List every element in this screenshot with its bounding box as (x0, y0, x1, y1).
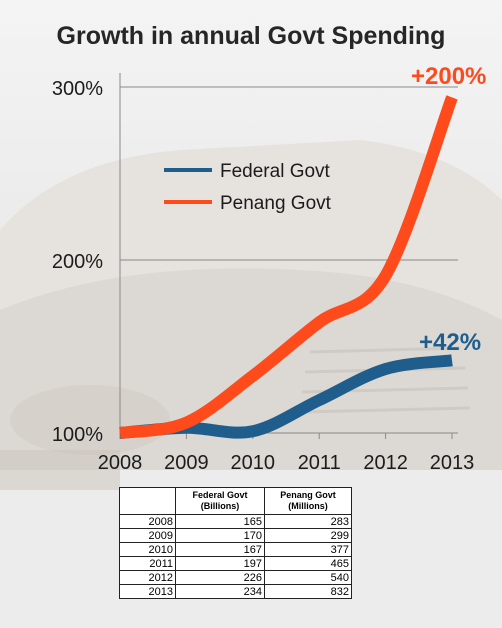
table-cell-year: 2009 (119, 528, 176, 543)
x-tick-label: 2010 (231, 452, 276, 474)
table-cell-penang: 299 (264, 528, 352, 543)
table-cell-federal: 165 (175, 514, 265, 529)
table-row: 2008 165 283 (119, 514, 352, 529)
grid-lines (120, 86, 458, 434)
x-tick-label: 2011 (298, 452, 341, 474)
table-cell-year: 2011 (119, 556, 176, 571)
end-label-federal: +42% (419, 329, 481, 356)
table-cell-penang: 465 (264, 556, 352, 571)
y-tick-label: 200% (52, 251, 103, 273)
table-cell-federal: 167 (175, 542, 265, 557)
end-label-penang: +200% (411, 63, 486, 90)
chart-title: Growth in annual Govt Spending (56, 22, 446, 50)
table-header-row: Federal Govt (Billions) Penang Govt (Milli… (119, 487, 352, 515)
table-cell-federal: 197 (175, 556, 265, 571)
table-cell-year: 2013 (119, 584, 176, 599)
table-row: 2012 226 540 (119, 570, 352, 585)
table-cell-year: 2008 (119, 514, 176, 529)
x-tick-label: 2008 (98, 452, 143, 474)
table-cell-federal: 226 (175, 570, 265, 585)
legend: Federal Govt Penang Govt (164, 161, 332, 214)
table-body: 2008 165 283 2009 170 299 2010 167 377 2011 197 465… (119, 514, 352, 599)
table-header-year (119, 487, 176, 515)
table-row: 2010 167 377 (119, 542, 352, 557)
table-cell-federal: 170 (175, 528, 265, 543)
data-table: Federal Govt (Billions) Penang Govt (Milli… (119, 487, 352, 599)
table-header-penang: Penang Govt (Millions) (264, 487, 352, 515)
y-tick-label: 300% (52, 78, 103, 100)
table-row: 2011 197 465 (119, 556, 352, 571)
table-cell-penang: 832 (264, 584, 352, 599)
legend-label: Penang Govt (220, 193, 332, 214)
legend-label: Federal Govt (220, 161, 331, 182)
table-cell-penang: 283 (264, 514, 352, 529)
end-labels: +42% +200% (411, 63, 486, 356)
table-cell-penang: 377 (264, 542, 352, 557)
table-row: 2009 170 299 (119, 528, 352, 543)
x-tick-label: 2012 (363, 452, 408, 474)
table-cell-year: 2010 (119, 542, 176, 557)
series-lines (119, 95, 458, 439)
x-tick-label: 2013 (430, 452, 475, 474)
table-cell-year: 2012 (119, 570, 176, 585)
table-row: 2013 234 832 (119, 584, 352, 599)
y-tick-label: 100% (52, 424, 103, 446)
series-line-penang (119, 95, 458, 439)
x-tick-label: 2009 (164, 452, 209, 474)
table-cell-penang: 540 (264, 570, 352, 585)
table-cell-federal: 234 (175, 584, 265, 599)
axes: 100% 200% 300% 2008 2009 2010 2011 2012 2013 (52, 73, 474, 474)
table-header-federal: Federal Govt (Billions) (175, 487, 265, 515)
